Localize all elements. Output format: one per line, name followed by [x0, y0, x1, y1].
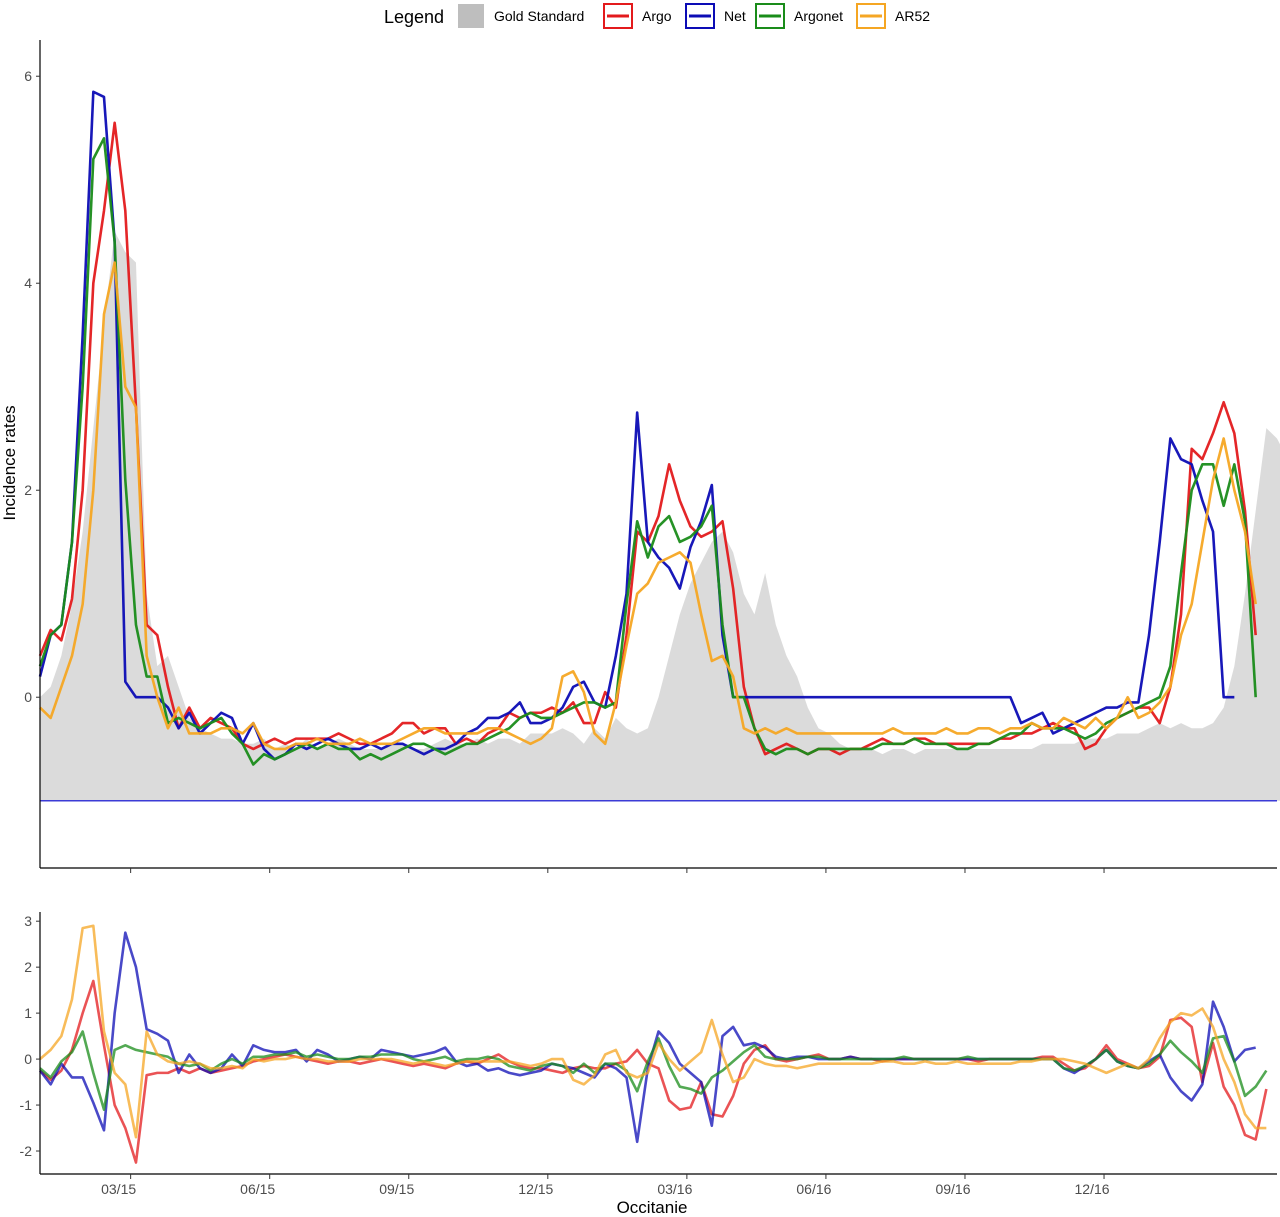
residual-x-tick-label: 09/16: [935, 1181, 970, 1197]
main-y-tick-label: 0: [24, 689, 32, 705]
legend-item-argo: Argo: [603, 3, 672, 29]
legend-key-gold-standard: [458, 4, 484, 28]
residual-x-tick-label: 09/15: [379, 1181, 414, 1197]
residual-y-tick-label: -1: [20, 1097, 33, 1113]
series-line-ar52: [39, 261, 1257, 751]
residual-panel: -2 -1 0 1 2 3 03/15 06/15 09/15 12/15 03/16 06/16 09…: [20, 912, 1277, 1217]
residual-axes: -2 -1 0 1 2 3 03/15 06/15 09/15 12/15 03/16 06/16 09…: [20, 912, 1277, 1197]
x-axis-title: Occitanie: [617, 1198, 688, 1217]
series-line-argo: [38, 121, 1257, 756]
series-line-net: [38, 90, 1235, 761]
residual-y-tick-label: 0: [24, 1051, 32, 1067]
residual-y-tick-label: -2: [20, 1143, 33, 1159]
main-series-lines: [38, 90, 1257, 766]
residual-y-tick-label: 1: [24, 1005, 32, 1021]
main-y-tick-label: 6: [24, 68, 32, 84]
residual-line-ar52: [39, 924, 1267, 1139]
residual-x-tick-label: 12/16: [1075, 1181, 1110, 1197]
legend-item-argonet: Argonet: [755, 3, 843, 29]
series-line-argonet: [38, 137, 1257, 766]
residual-line-argo: [39, 979, 1268, 1164]
legend-item-net: Net: [685, 3, 746, 29]
residual-series-lines: [38, 924, 1268, 1164]
residual-y-tick-label: 3: [24, 913, 32, 929]
legend: Legend Gold Standard Argo Net Argonet AR52: [384, 3, 930, 29]
series-area-gold-standard: [40, 231, 1280, 801]
main-axes: 0 2 4 6: [24, 40, 1277, 873]
residual-x-tick-label: 06/16: [796, 1181, 831, 1197]
residual-line-net: [38, 931, 1256, 1144]
gold-standard-area-layer: [40, 231, 1280, 802]
legend-item-ar52: AR52: [856, 3, 930, 29]
legend-label-argo: Argo: [642, 8, 672, 24]
main-y-tick-label: 4: [24, 275, 32, 291]
main-y-tick-label: 2: [24, 482, 32, 498]
legend-title: Legend: [384, 7, 444, 27]
residual-x-tick-label: 12/15: [518, 1181, 553, 1197]
legend-label-gold-standard: Gold Standard: [494, 8, 584, 24]
residual-x-tick-label: 06/15: [240, 1181, 275, 1197]
main-panel: 0 2 4 6 Incidence rates: [0, 40, 1280, 873]
legend-label-ar52: AR52: [895, 8, 930, 24]
residual-x-tick-label: 03/15: [101, 1181, 136, 1197]
legend-label-net: Net: [724, 8, 746, 24]
residual-y-tick-label: 2: [24, 959, 32, 975]
residual-x-tick-label: 03/16: [657, 1181, 692, 1197]
legend-label-argonet: Argonet: [794, 8, 843, 24]
y-axis-title: Incidence rates: [0, 405, 19, 520]
legend-items: Gold Standard Argo Net Argonet AR52: [458, 3, 930, 29]
residual-line-argonet: [39, 1030, 1268, 1111]
legend-item-gold-standard: Gold Standard: [458, 4, 584, 28]
